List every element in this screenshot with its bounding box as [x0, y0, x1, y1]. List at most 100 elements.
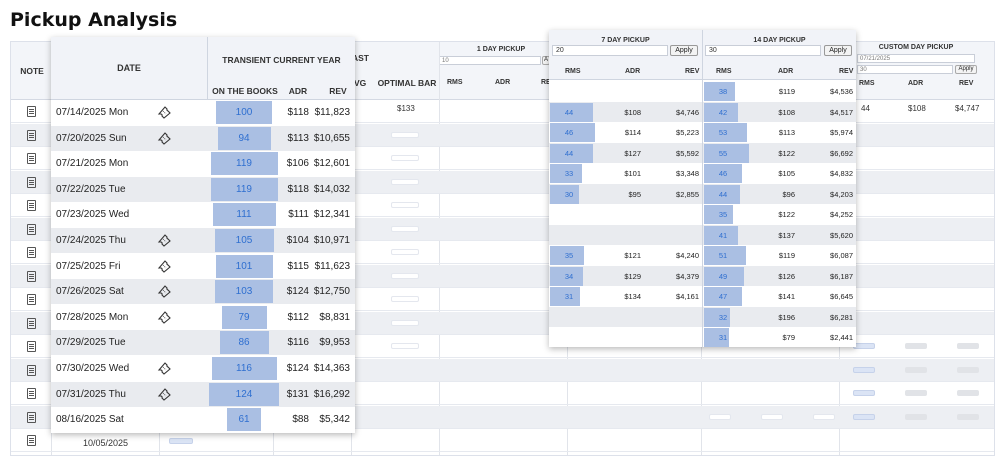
date-row[interactable]: 07/23/2025 Wed 111 $111 $12,341: [51, 202, 355, 227]
date-row[interactable]: 07/30/2025 Wed 116 $124 $14,363: [51, 356, 355, 381]
on-the-books-value[interactable]: 100: [235, 107, 253, 118]
fourteen-day-rms-value[interactable]: 42: [718, 107, 728, 117]
note-icon[interactable]: [27, 106, 36, 117]
note-icon[interactable]: [27, 364, 36, 376]
ticket-icon[interactable]: [156, 361, 172, 375]
background-row: [11, 429, 994, 452]
fourteen-day-rms-value[interactable]: 32: [718, 312, 728, 322]
row-adr: $115: [287, 260, 309, 272]
custom-adr-value: $108: [908, 104, 926, 113]
note-icon[interactable]: [27, 388, 36, 399]
date-row[interactable]: 07/22/2025 Tue 119 $118 $14,032: [51, 176, 355, 202]
fourteen-day-pickup-input[interactable]: 30: [705, 45, 821, 56]
date-row[interactable]: 07/14/2025 Mon 100 $118 $11,823: [51, 100, 355, 125]
fourteen-day-rev-value: $4,517: [830, 107, 853, 117]
seven-day-rms-value[interactable]: 34: [564, 271, 574, 281]
custom-apply-button[interactable]: Apply: [955, 65, 977, 74]
fourteen-day-rms-value[interactable]: 41: [718, 230, 728, 240]
on-the-books-bar: [215, 229, 274, 252]
note-icon[interactable]: [27, 270, 36, 282]
on-the-books-value[interactable]: 105: [235, 235, 253, 246]
custom-days-input[interactable]: 30: [857, 65, 953, 74]
on-the-books-value[interactable]: 111: [236, 209, 252, 221]
fourteen-day-rms-value[interactable]: 35: [718, 210, 728, 219]
date-row[interactable]: 07/31/2025 Thu 124 $131 $16,292: [51, 381, 355, 407]
custom-rms-value: 44: [861, 104, 870, 113]
ticket-icon[interactable]: [156, 131, 172, 145]
fourteen-day-rms-value[interactable]: 46: [718, 169, 728, 178]
ticket-icon[interactable]: [156, 233, 172, 247]
date-row[interactable]: 07/28/2025 Mon 79 $112 $8,831: [51, 305, 355, 330]
date-row[interactable]: 07/20/2025 Sun 94 $113 $10,655: [51, 125, 355, 151]
seven-day-rms-value[interactable]: 33: [564, 169, 574, 178]
on-the-books-value[interactable]: 119: [236, 158, 252, 170]
fourteen-day-rms-value[interactable]: 53: [718, 128, 728, 137]
row-date: 07/30/2025 Wed: [56, 363, 130, 374]
date-row[interactable]: 07/21/2025 Mon 119 $106 $12,601: [51, 151, 355, 176]
fourteen-day-rms-value[interactable]: 55: [718, 148, 728, 158]
placeholder-field: [853, 343, 875, 349]
seven-day-rms-bar: [550, 123, 595, 142]
fourteen-day-rms-value[interactable]: 31: [718, 333, 728, 342]
on-the-books-value[interactable]: 79: [238, 311, 250, 323]
note-icon[interactable]: [27, 200, 36, 211]
date-row[interactable]: 07/24/2025 Thu 105 $104 $10,971: [51, 228, 355, 253]
fourteen-day-rms-value[interactable]: 44: [718, 189, 728, 199]
date-row[interactable]: 07/26/2025 Sat 103 $124 $12,750: [51, 279, 355, 305]
date-row[interactable]: 07/29/2025 Tue 86 $116 $9,953: [51, 330, 355, 356]
note-icon[interactable]: [27, 317, 36, 329]
seven-day-rms-value[interactable]: 44: [564, 107, 574, 117]
note-icon[interactable]: [27, 153, 36, 164]
row-rev: $12,750: [313, 286, 350, 298]
note-icon[interactable]: [27, 129, 36, 141]
note-icon[interactable]: [27, 223, 36, 235]
row-date: 07/26/2025 Sat: [56, 286, 124, 298]
seven-day-pickup-input[interactable]: 20: [552, 45, 668, 56]
on-the-books-value[interactable]: 103: [235, 286, 253, 298]
ticket-icon[interactable]: [156, 105, 172, 119]
note-icon[interactable]: [27, 411, 36, 423]
placeholder-field: [391, 178, 419, 185]
on-the-books-value[interactable]: 94: [238, 132, 250, 144]
last-row-date: 10/05/2025: [83, 438, 129, 448]
on-the-books-value[interactable]: 119: [236, 183, 252, 195]
one-day-pickup-input[interactable]: 10: [439, 56, 541, 65]
date-row[interactable]: 07/25/2025 Fri 101 $115 $11,623: [51, 254, 355, 279]
seven-day-adr-header: ADR: [625, 68, 641, 75]
fourteen-day-rms-value[interactable]: 38: [718, 87, 728, 96]
ticket-icon[interactable]: [156, 387, 172, 401]
on-the-books-value[interactable]: 124: [235, 388, 253, 400]
date-row[interactable]: 08/16/2025 Sat 61 $88 $5,342: [51, 407, 355, 432]
row-rev: $12,601: [313, 158, 350, 170]
on-the-books-value[interactable]: 86: [238, 337, 250, 349]
fourteen-day-rms-value[interactable]: 47: [718, 292, 728, 301]
placeholder-field: [169, 438, 193, 444]
one-day-rev-header-partial: RE: [541, 79, 551, 86]
ticket-icon[interactable]: [156, 310, 172, 324]
note-icon[interactable]: [27, 247, 36, 258]
fourteen-day-apply-button[interactable]: Apply: [824, 45, 852, 56]
custom-date-input[interactable]: 07/21/2025: [857, 54, 975, 63]
seven-day-rms-value[interactable]: 44: [564, 148, 574, 158]
seven-day-rms-value[interactable]: 35: [564, 251, 574, 260]
note-icon[interactable]: [27, 435, 36, 446]
on-the-books-value[interactable]: 101: [235, 260, 253, 272]
on-the-books-value[interactable]: 61: [238, 414, 250, 426]
fourteen-day-rms-value[interactable]: 51: [718, 251, 728, 260]
note-icon[interactable]: [27, 294, 36, 305]
seven-day-apply-button[interactable]: Apply: [670, 45, 698, 56]
ticket-icon[interactable]: [156, 259, 172, 273]
placeholder-field: [957, 366, 979, 373]
left-panel-header: DATE TRANSIENT CURRENT YEAR ON THE BOOKS…: [51, 37, 355, 100]
seven-day-rms-value[interactable]: 30: [564, 189, 574, 199]
on-the-books-value[interactable]: 116: [236, 363, 252, 374]
pickup-row: 33 $101 $3,348 46 $105 $4,832: [549, 163, 856, 184]
seven-day-rms-value[interactable]: 46: [564, 128, 574, 137]
fourteen-day-rms-bar: [704, 287, 742, 306]
seven-day-rms-value[interactable]: 31: [564, 292, 574, 301]
placeholder-field: [905, 413, 927, 420]
note-icon[interactable]: [27, 176, 36, 188]
fourteen-day-rms-value[interactable]: 49: [718, 271, 728, 281]
ticket-icon[interactable]: [156, 284, 172, 298]
note-icon[interactable]: [27, 341, 36, 352]
